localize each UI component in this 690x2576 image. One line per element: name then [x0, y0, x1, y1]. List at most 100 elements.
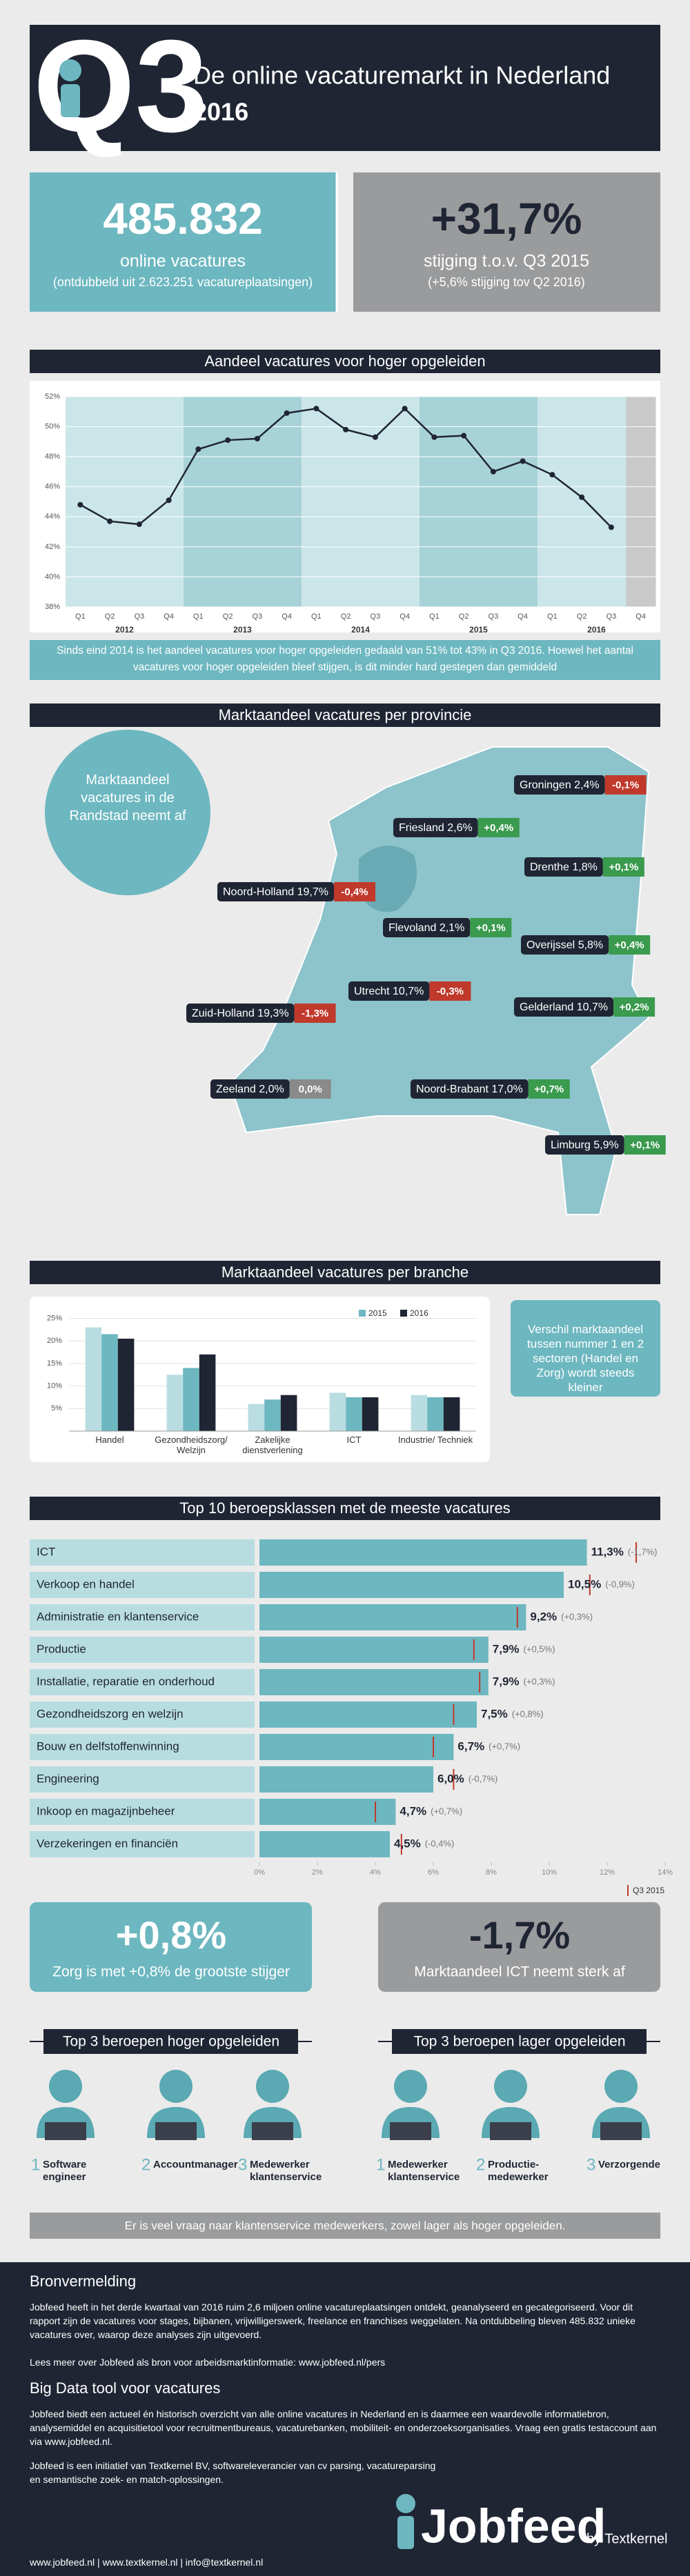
province-label: Utrecht 10,7% [354, 986, 424, 997]
x-tick-label: Q4 [282, 612, 292, 621]
footer-bg [0, 2262, 690, 2576]
quarter-band [478, 397, 509, 607]
province-change-bg [624, 1135, 666, 1155]
y-tick-label: 15% [47, 1359, 62, 1368]
line-point [77, 501, 83, 508]
province-label-bg [383, 918, 471, 937]
header-title: De online vacaturemarkt in Nederland [193, 61, 610, 90]
y-tick-label: 20% [47, 1337, 62, 1345]
province-change: -0,1% [612, 779, 639, 791]
stat-label: stijging t.o.v. Q3 2015 [424, 252, 589, 271]
top3-name: Verzorgende [598, 2159, 661, 2170]
row-label: Inkoop en magazijnbeheer [37, 1804, 175, 1817]
bar [85, 1327, 102, 1431]
line-point [254, 436, 260, 441]
highlight-value: -1,7% [469, 1913, 570, 1957]
logo-icon-head [396, 2494, 415, 2513]
province-change-bg [528, 1079, 570, 1099]
quarter-band [508, 397, 538, 607]
province-name: Flevoland [388, 922, 436, 934]
quarter-band [213, 397, 243, 607]
quarter-band [420, 397, 450, 607]
bar [183, 1368, 199, 1431]
stat-box [353, 172, 660, 312]
x-tick-label: 12% [600, 1868, 615, 1877]
province-label-bg [393, 818, 478, 837]
stat-note: (+5,6% stijging tov Q2 2016) [428, 275, 585, 289]
province-label-bg [524, 857, 603, 877]
value-label: 7,9% [493, 1675, 520, 1688]
province-label: Noord-Brabant 17,0% [416, 1084, 523, 1095]
year-label: 2016 [587, 625, 606, 635]
province-label: Overijssel 5,8% [526, 939, 603, 951]
header-icon-head [59, 59, 81, 81]
province-change-bg [289, 1079, 331, 1099]
province-share: 10,7% [577, 1001, 608, 1013]
province-name: Friesland [399, 822, 444, 834]
legend-label: 2015 [368, 1308, 387, 1318]
row-label-bg [30, 1799, 255, 1825]
section-title-bar [30, 703, 660, 727]
x-tick-label: Q1 [429, 612, 440, 621]
bar [166, 1375, 184, 1431]
province-name: Utrecht [354, 986, 390, 997]
value-label: 11,3% [591, 1545, 624, 1558]
footer-text: Jobfeed is een initiatief van Textkernel… [30, 2460, 436, 2485]
row-label: Productie [37, 1642, 86, 1655]
province-label-bg [411, 1079, 529, 1099]
x-tick-label: Gezondheidszorg/ Welzijn [155, 1435, 228, 1455]
province-change: +0,4% [615, 939, 644, 951]
quarter-band [302, 397, 332, 607]
stat-box [30, 172, 337, 312]
x-tick-label: Zakelijke dienstverlening [242, 1435, 303, 1455]
x-tick-label: Q3 [371, 612, 381, 621]
top3-title-bar [392, 2029, 647, 2054]
quarter-band [626, 397, 656, 607]
section-title-bar [30, 1261, 660, 1284]
province-label: Zeeland 2,0% [216, 1084, 284, 1095]
x-tick-label: Q4 [164, 612, 174, 621]
bar [259, 1539, 587, 1566]
logo: Jobfeed [421, 2499, 606, 2553]
top3-title: Top 3 beroepen hoger opgeleiden [63, 2034, 279, 2050]
value-label: 4,7% [400, 1804, 426, 1817]
header-icon-body [61, 84, 80, 117]
row-label: Gezondheidszorg en welzijn [37, 1707, 184, 1720]
row-label: Installatie, reparatie en onderhoud [37, 1675, 215, 1688]
year-label: 2015 [469, 625, 488, 635]
bar [259, 1669, 489, 1695]
x-tick-label: 2% [312, 1868, 323, 1877]
quarter-band [66, 397, 96, 607]
x-tick-label: 4% [370, 1868, 381, 1877]
value-label: 4,5% [394, 1837, 421, 1850]
branche-note: Verschil marktaandeel tussen nummer 1 en… [526, 1323, 644, 1394]
person-icon-head [604, 2070, 638, 2103]
line-point [343, 426, 349, 432]
province-change-bg [470, 918, 512, 937]
province-name: Zuid-Holland [192, 1008, 255, 1019]
bar [411, 1395, 428, 1431]
quarter-band [124, 397, 155, 607]
quarter-band [538, 397, 568, 607]
province-change: +0,4% [484, 822, 513, 834]
row-label-bg [30, 1831, 255, 1857]
province-change: +0,1% [630, 1139, 660, 1151]
province-label: Noord-Holland 19,7% [223, 886, 328, 898]
province-label-bg [186, 1004, 295, 1023]
change-label: (+0,7%) [431, 1806, 462, 1816]
top3-name: Medewerker klantenservice [250, 2159, 322, 2183]
section-title: Marktaandeel vacatures per provincie [219, 706, 472, 723]
province-change-bg [613, 997, 656, 1017]
year-label: 2014 [351, 625, 370, 635]
change-label: (+0,8%) [512, 1708, 544, 1719]
province-label: Groningen 2,4% [520, 779, 600, 791]
bar [443, 1397, 460, 1431]
y-tick-label: 5% [51, 1404, 62, 1412]
row-label-bg [30, 1669, 255, 1695]
top3-rank: 1 [31, 2155, 40, 2174]
row-label: Engineering [37, 1772, 99, 1785]
top3-title: Top 3 beroepen lager opgeleiden [413, 2034, 625, 2050]
section-title: Marktaandeel vacatures per branche [221, 1264, 469, 1281]
top3-name: Medewerker klantenservice [388, 2159, 460, 2183]
